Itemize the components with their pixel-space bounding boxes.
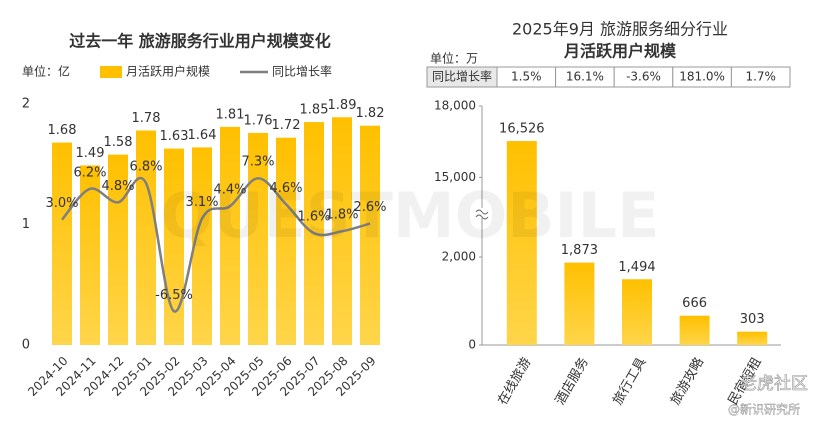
data-label: 3.0%: [45, 196, 78, 211]
y-tick-label: 15,000: [434, 170, 476, 184]
data-label: 6.8%: [129, 160, 162, 175]
chart-title: 过去一年 旅游服务行业用户规模变化: [69, 32, 331, 51]
data-label: 4.4%: [213, 183, 246, 198]
data-label: -6.5%: [155, 288, 193, 303]
data-label: 4.6%: [269, 181, 302, 196]
bar: [192, 147, 212, 345]
data-label: 1.49: [76, 146, 105, 161]
bar: [506, 141, 537, 345]
y-tick-label: 0: [22, 338, 30, 353]
data-label: 16,526: [499, 122, 545, 137]
chart-title: 2025年9月 旅游服务细分行业: [512, 20, 728, 39]
bar: [737, 331, 768, 345]
data-label: 7.3%: [241, 155, 274, 170]
bar: [276, 137, 296, 345]
data-label: 666: [682, 296, 707, 311]
line: [61, 176, 371, 313]
data-label: 1.76: [244, 113, 273, 128]
data-label: 1.78: [132, 111, 161, 126]
data-label: 303: [740, 312, 765, 327]
data-label: 1.89: [328, 98, 357, 113]
table-cell-text: 181.0%: [679, 70, 725, 84]
bar: [679, 315, 710, 345]
table-header: 同比增长率: [432, 69, 492, 84]
chart-title: 月活跃用户规模: [563, 42, 677, 61]
x-tick-label: 在线旅游: [495, 355, 534, 408]
x-tick-label: 旅行工具: [610, 355, 649, 408]
data-label: 1.8%: [325, 208, 358, 223]
watermark: @新识研究所: [728, 402, 800, 417]
data-label: 3.1%: [185, 195, 218, 210]
data-label: 6.2%: [73, 165, 106, 180]
data-label: 1.72: [272, 118, 301, 133]
table-cell-text: -3.6%: [626, 70, 661, 84]
y-tick-label: 2: [22, 97, 30, 112]
legend-label: 同比增长率: [272, 64, 332, 79]
bar: [80, 165, 100, 345]
data-label: 1.82: [356, 106, 385, 121]
y-tick-label: 2,000: [442, 250, 476, 264]
x-tick-label: 旅游攻略: [667, 355, 707, 408]
y-tick-label: 1: [22, 217, 30, 232]
data-label: 2.6%: [353, 200, 386, 215]
data-label: 4.8%: [101, 179, 134, 194]
table-cell-text: 1.7%: [745, 70, 776, 84]
data-label: 1.58: [104, 135, 133, 150]
axis-break: [476, 208, 488, 218]
unit: 单位：万: [430, 51, 478, 66]
y-tick-label: 0: [468, 338, 476, 352]
table-cell-text: 1.5%: [511, 70, 542, 84]
legend-swatch: [100, 66, 122, 78]
data-label: 1.85: [300, 103, 329, 118]
data-label: 1.81: [216, 107, 245, 122]
watermark: 老虎社区: [740, 374, 808, 394]
axis-break: [475, 209, 489, 220]
data-label: 1.68: [48, 123, 77, 138]
bar: [564, 262, 595, 345]
bar: [220, 126, 240, 346]
table-cell-text: 16.1%: [566, 70, 604, 84]
bar: [136, 130, 156, 345]
data-label: 1.6%: [297, 210, 330, 225]
table-cell: [730, 66, 791, 88]
y-tick-label: 18,000: [434, 99, 476, 113]
bar: [248, 132, 268, 345]
watermark: QUESTMOBILE: [161, 179, 660, 252]
bar: [360, 125, 380, 345]
bar: [52, 142, 72, 345]
data-label: 1.63: [160, 129, 189, 144]
data-label: 1,873: [561, 243, 598, 258]
data-label: 1,494: [618, 260, 655, 275]
data-label: 1.64: [188, 128, 217, 143]
legend-label: 月活跃用户规模: [126, 64, 210, 79]
x-tick-label: 酒店服务: [552, 355, 592, 408]
unit: 单位：亿: [22, 64, 70, 79]
bar: [622, 279, 652, 345]
